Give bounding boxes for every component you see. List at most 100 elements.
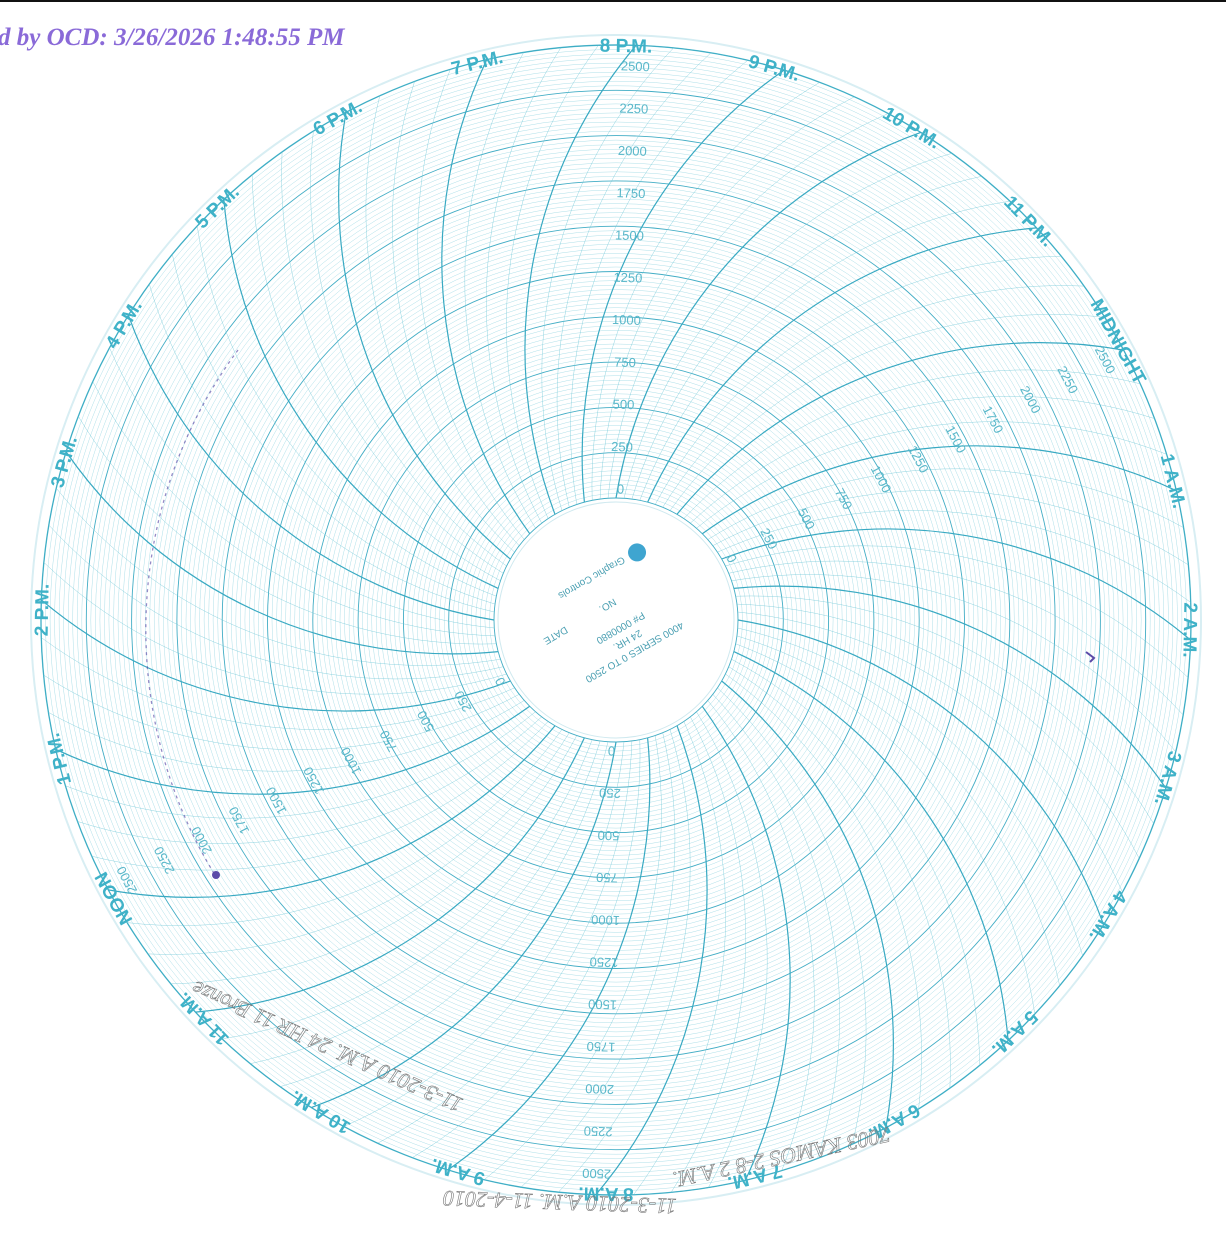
- grid-circle: [448, 452, 784, 788]
- grid-circle: [280, 284, 952, 956]
- time-arc: [56, 488, 501, 666]
- grid-circle: [444, 448, 789, 793]
- grid-circle: [308, 312, 924, 928]
- grid-circle: [253, 257, 979, 983]
- time-arc: [707, 700, 815, 1171]
- grid-circle: [285, 289, 947, 951]
- time-arc: [712, 490, 1189, 566]
- time-arc: [581, 69, 785, 503]
- grid-circle: [484, 488, 748, 752]
- hour-label: 2 A.M.: [1178, 602, 1200, 658]
- time-arc: [647, 227, 1037, 503]
- time-arc: [41, 599, 511, 712]
- center-hub-edge: [497, 501, 735, 739]
- grid-circle: [135, 139, 1097, 1101]
- grid-circle: [439, 443, 793, 797]
- time-arcs: [41, 45, 1191, 1195]
- grid-circle: [199, 203, 1033, 1037]
- grid-circle: [421, 425, 811, 815]
- grid-circle: [85, 89, 1147, 1151]
- time-arc: [721, 680, 894, 1128]
- time-arc: [541, 47, 674, 511]
- scale-value-label: 1000: [591, 912, 620, 928]
- grid-circle: [367, 371, 866, 870]
- grid-circle: [81, 85, 1151, 1155]
- time-arc: [662, 285, 1085, 508]
- grid-circle: [317, 321, 915, 919]
- grid-circle: [185, 189, 1047, 1051]
- time-arc: [280, 741, 609, 1087]
- scale-value-label: 250: [611, 439, 633, 455]
- top-border-line: [0, 0, 1226, 2]
- time-arc: [654, 255, 1062, 505]
- scale-value-label: 0: [617, 481, 625, 496]
- time-arc: [670, 716, 746, 1193]
- time-arc: [251, 174, 501, 582]
- time-arc: [735, 643, 1036, 1015]
- grid-circle: [258, 262, 974, 978]
- grid-circle: [145, 149, 1087, 1091]
- grid-circle: [181, 185, 1051, 1055]
- time-arc: [447, 737, 651, 1171]
- grid-circle: [434, 438, 798, 802]
- time-arc: [707, 468, 1184, 540]
- grid-circle: [357, 361, 875, 879]
- time-arc: [392, 81, 520, 546]
- time-arc: [524, 45, 637, 515]
- center-hub: [498, 502, 734, 738]
- grid-circle: [58, 62, 1174, 1178]
- time-arc: [484, 735, 662, 1180]
- grid-circle: [217, 221, 1015, 1019]
- grid-circle: [294, 298, 938, 942]
- grid-circle: [131, 135, 1101, 1105]
- time-arc: [77, 716, 542, 844]
- time-arc: [599, 96, 855, 500]
- grid-circle: [344, 348, 888, 892]
- grid-circle: [226, 230, 1006, 1010]
- time-arc: [735, 595, 1154, 824]
- grid-circle: [466, 470, 766, 770]
- time-arc: [725, 673, 922, 1110]
- scale-value-label: 1000: [612, 312, 641, 328]
- time-arc: [737, 619, 1105, 925]
- time-arc: [170, 735, 578, 985]
- grid-circle: [68, 72, 1164, 1168]
- time-arc: [377, 740, 633, 1144]
- scale-value-label: 1500: [588, 997, 617, 1013]
- grid-circle: [90, 94, 1142, 1146]
- grid-circle: [208, 212, 1024, 1028]
- time-arc: [615, 131, 921, 499]
- time-arc: [683, 369, 1141, 519]
- grid-circle: [489, 493, 743, 747]
- time-arc: [108, 725, 556, 898]
- grid-circle: [108, 112, 1124, 1128]
- pen-tick: [1085, 651, 1096, 663]
- grid-circle: [394, 398, 838, 842]
- grid-circle: [262, 266, 970, 974]
- scale-value-label: 500: [612, 397, 634, 413]
- time-arc: [506, 45, 599, 519]
- scale-value-label: 2000: [585, 1081, 614, 1097]
- grid-circle: [235, 239, 997, 1001]
- scale-value-label: 1750: [586, 1039, 615, 1055]
- time-arc: [48, 524, 504, 680]
- grid-circle: [172, 176, 1060, 1064]
- time-arc: [365, 95, 515, 553]
- grid-circle: [194, 198, 1038, 1042]
- grid-circle: [480, 484, 752, 756]
- time-arc: [78, 416, 497, 645]
- time-arc: [728, 560, 1184, 716]
- grid-circle: [267, 271, 965, 969]
- time-arc: [701, 705, 791, 1181]
- time-arc: [196, 225, 497, 597]
- grid-circle: [72, 76, 1160, 1164]
- brand-logo: [628, 543, 647, 562]
- scale-value-label: 250: [599, 785, 621, 801]
- grid-circle: [140, 144, 1092, 1096]
- time-arc: [631, 176, 982, 500]
- grid-circle: [425, 429, 807, 811]
- time-arc: [607, 113, 889, 499]
- time-arc: [731, 658, 981, 1066]
- hour-label: 8 P.M.: [600, 36, 653, 58]
- time-arc: [696, 711, 768, 1188]
